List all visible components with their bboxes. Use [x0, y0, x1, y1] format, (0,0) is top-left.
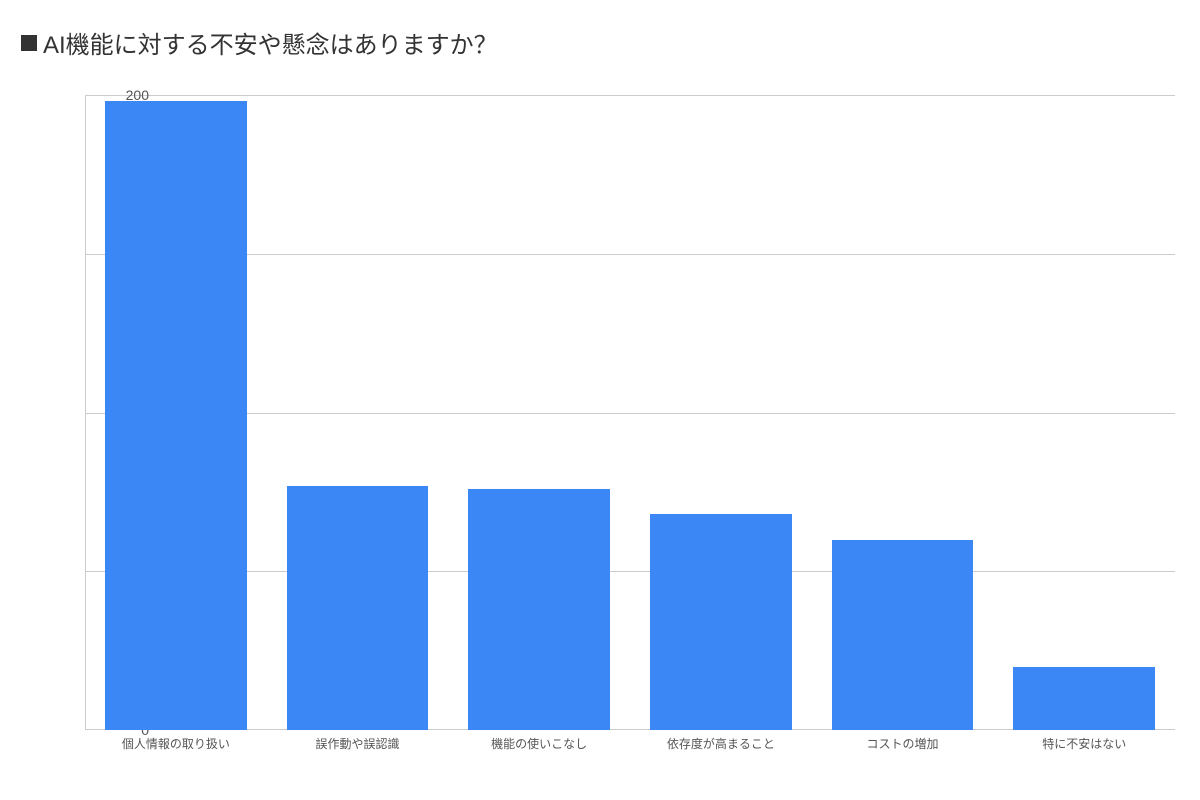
bar	[287, 486, 429, 730]
bar-slot	[448, 95, 630, 730]
x-tick-label: 誤作動や誤認識	[267, 735, 449, 752]
bar-chart: 050100150200 個人情報の取り扱い誤作動や誤認識機能の使いこなし依存度…	[25, 95, 1185, 775]
title-bullet-icon	[21, 35, 37, 51]
x-tick-label: コストの増加	[812, 735, 994, 752]
bar	[832, 540, 974, 731]
bar-slot	[993, 95, 1175, 730]
bar-slot	[812, 95, 994, 730]
x-tick-label: 特に不安はない	[993, 735, 1175, 752]
chart-bars	[85, 95, 1175, 730]
bar-slot	[630, 95, 812, 730]
x-tick-label: 依存度が高まること	[630, 735, 812, 752]
bar	[1013, 667, 1155, 731]
bar-slot	[85, 95, 267, 730]
chart-xtick-labels: 個人情報の取り扱い誤作動や誤認識機能の使いこなし依存度が高まることコストの増加特…	[85, 735, 1175, 752]
title-text: AI機能に対する不安や懸念はありますか？	[43, 25, 498, 60]
x-tick-label: 機能の使いこなし	[448, 735, 630, 752]
x-tick-label: 個人情報の取り扱い	[85, 735, 267, 752]
page-title: AI機能に対する不安や懸念はありますか？	[15, 25, 1185, 60]
bar-slot	[267, 95, 449, 730]
bar	[468, 489, 610, 730]
bar	[105, 101, 247, 730]
bar	[650, 514, 792, 730]
